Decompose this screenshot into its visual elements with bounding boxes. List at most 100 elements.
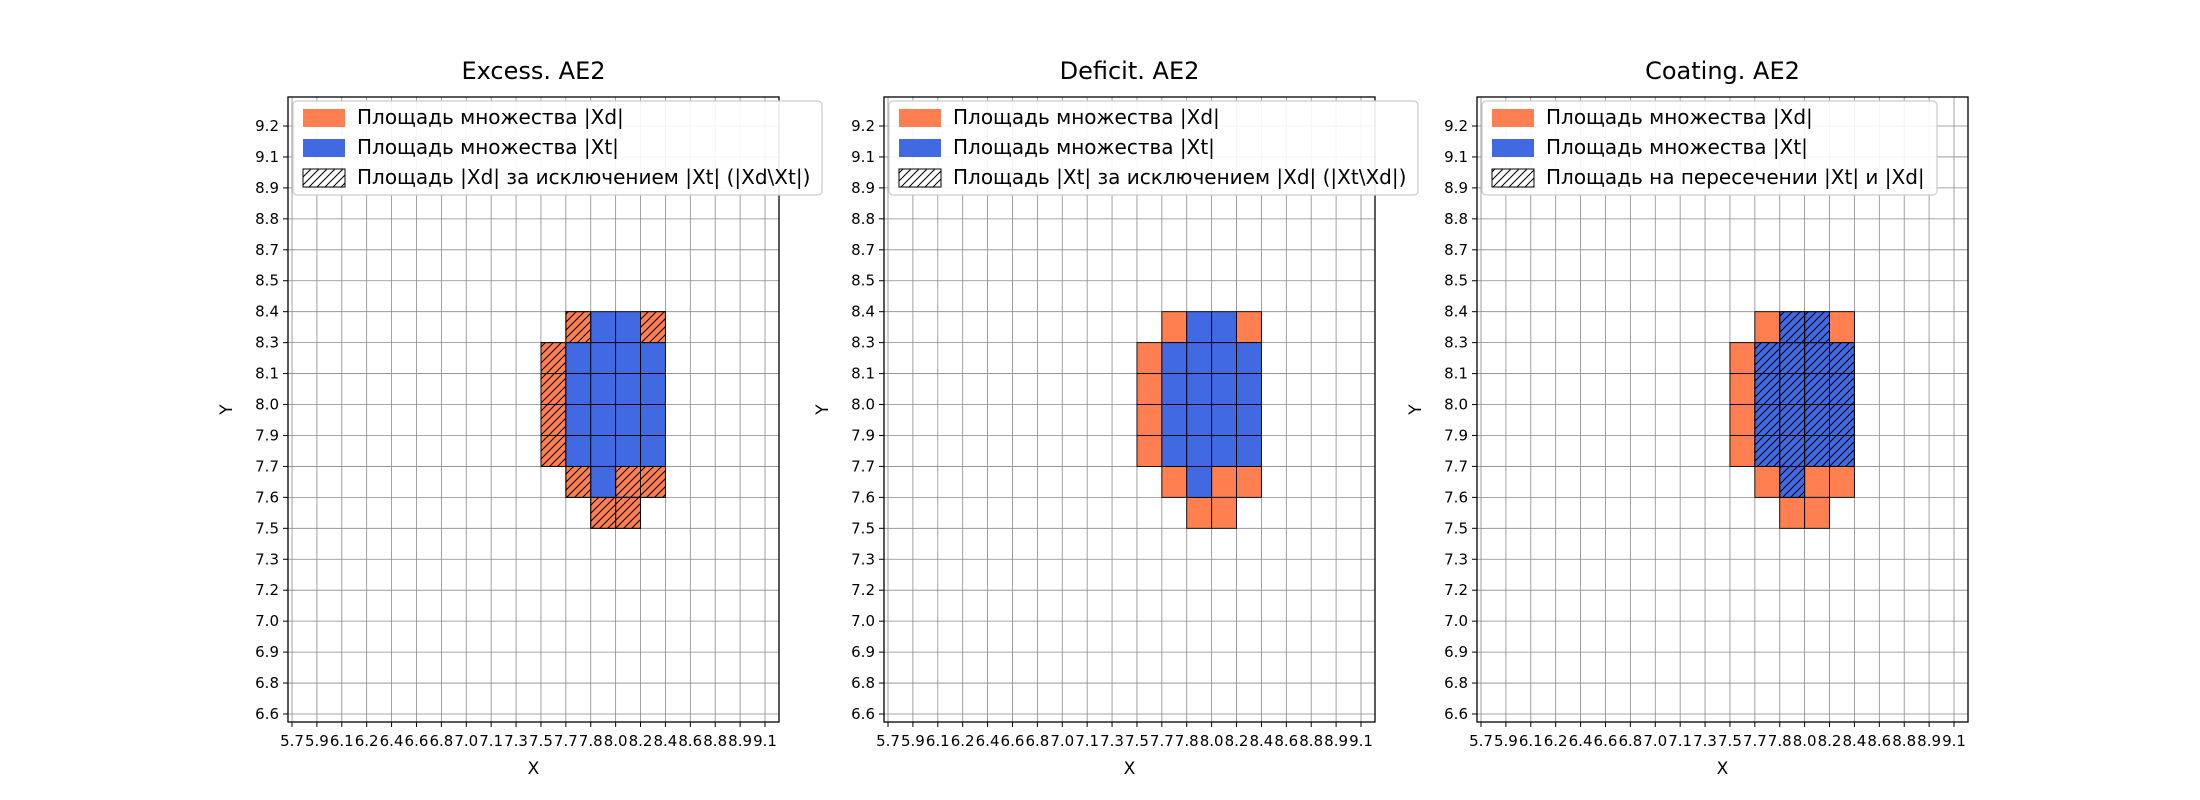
- y-tick-label: 7.5: [255, 519, 279, 537]
- cell-xt: [1236, 435, 1262, 467]
- x-tick-label: 6.2: [951, 732, 975, 750]
- cell-xd: [1754, 465, 1781, 498]
- cell-xd: [1161, 311, 1188, 344]
- y-tick-label: 7.2: [255, 581, 279, 599]
- cell-xt: [590, 465, 617, 498]
- cell-hatch-overlay: [1779, 311, 1806, 344]
- legend: Площадь множества |Xd| Площадь множества …: [1481, 100, 1938, 196]
- y-tick-label: 8.4: [1444, 303, 1468, 321]
- x-tick-label: 9.1: [1942, 732, 1966, 750]
- subplot-title: Coating. AE2: [1645, 57, 1800, 85]
- cell-hatch-overlay: [540, 435, 567, 467]
- y-tick-label: 8.7: [851, 241, 875, 259]
- y-tick-label: 8.7: [1444, 241, 1468, 259]
- cell-hatch-overlay: [1779, 404, 1806, 436]
- cell-hatch-overlay: [565, 465, 592, 498]
- cell-xt: [565, 435, 592, 467]
- cell-xt: [565, 373, 592, 405]
- cell-xt: [1186, 342, 1213, 375]
- cell-hatch-overlay: [1779, 373, 1806, 405]
- y-tick-label: 7.9: [851, 426, 875, 444]
- y-tick-label: 6.8: [255, 674, 279, 692]
- cell-hatch-overlay: [1754, 404, 1781, 436]
- x-tick-label: 8.9: [1324, 732, 1348, 750]
- x-tick-label: 8.9: [1917, 732, 1941, 750]
- cell-xt: [640, 373, 666, 405]
- cell-xt: [1211, 404, 1237, 436]
- cell-hatch-overlay: [640, 465, 666, 498]
- x-tick-label: 6.4: [380, 732, 404, 750]
- y-tick-label: 7.6: [255, 488, 279, 506]
- cell-xt: [1186, 373, 1213, 405]
- legend-swatch-hatch-overlay: [1491, 168, 1535, 188]
- y-tick-label: 6.9: [255, 643, 279, 661]
- cell-hatch-overlay: [1754, 373, 1781, 405]
- cell-xt: [1186, 404, 1213, 436]
- x-tick-label: 7.5: [1718, 732, 1742, 750]
- x-tick-label: 6.1: [926, 732, 950, 750]
- subplot-title: Excess. AE2: [461, 57, 605, 85]
- x-tick-label: 8.6: [1274, 732, 1298, 750]
- y-tick-label: 7.2: [851, 581, 875, 599]
- x-tick-label: 8.2: [1818, 732, 1842, 750]
- y-tick-label: 7.3: [1444, 550, 1468, 568]
- y-tick-label: 7.6: [851, 488, 875, 506]
- x-tick-label: 5.9: [305, 732, 329, 750]
- x-tick-label: 5.7: [876, 732, 900, 750]
- legend-label: Площадь |Xd| за исключением |Xt| (|Xd\Xt…: [357, 165, 810, 189]
- x-tick-label: 6.4: [1569, 732, 1593, 750]
- legend: Площадь множества |Xd| Площадь множества …: [292, 100, 823, 196]
- y-tick-label: 7.2: [1444, 581, 1468, 599]
- cell-hatch-overlay: [1829, 342, 1855, 375]
- x-tick-label: 6.1: [330, 732, 354, 750]
- cell-xd: [1136, 373, 1163, 405]
- x-tick-label: 7.3: [1100, 732, 1124, 750]
- cell-xt: [1211, 311, 1237, 344]
- y-tick-label: 8.9: [255, 179, 279, 197]
- x-tick-label: 8.0: [604, 732, 628, 750]
- cell-hatch-overlay: [1779, 435, 1806, 467]
- y-tick-label: 6.9: [851, 643, 875, 661]
- cell-hatch-overlay: [1829, 404, 1855, 436]
- y-tick-label: 8.8: [851, 210, 875, 228]
- y-tick-label: 8.0: [851, 396, 875, 414]
- y-tick-label: 7.7: [851, 457, 875, 475]
- y-tick-label: 7.6: [1444, 488, 1468, 506]
- cell-xt: [590, 342, 617, 375]
- y-tick-label: 7.3: [255, 550, 279, 568]
- x-axis-label: X: [528, 759, 540, 779]
- legend-label: Площадь множества |Xd|: [357, 105, 624, 129]
- cell-hatch-overlay: [1804, 404, 1830, 436]
- y-axis-label: Y: [813, 404, 833, 416]
- y-tick-label: 6.8: [851, 674, 875, 692]
- cell-hatch-overlay: [1804, 373, 1830, 405]
- cell-hatch-overlay: [1804, 311, 1830, 344]
- y-tick-label: 8.0: [255, 396, 279, 414]
- x-tick-label: 8.8: [703, 732, 727, 750]
- y-tick-label: 9.2: [851, 117, 875, 135]
- x-tick-label: 7.0: [1643, 732, 1667, 750]
- legend-label: Площадь множества |Xd|: [1546, 105, 1813, 129]
- plot-frame: [1476, 96, 1969, 723]
- cell-hatch-overlay: [1804, 435, 1830, 467]
- y-tick-label: 6.6: [1444, 705, 1468, 723]
- x-tick-label: 8.9: [728, 732, 752, 750]
- y-tick-label: 6.8: [1444, 674, 1468, 692]
- x-tick-label: 7.1: [479, 732, 503, 750]
- cell-hatch-overlay: [590, 496, 617, 529]
- subplot-deficit: 5.7 5.9 6.1 6.2 6.4 6.6 6.8 7.0 7.1 7.3 7.5 7.7 7.8 8…: [813, 57, 1419, 779]
- y-tick-label: 6.6: [851, 705, 875, 723]
- legend-box: [292, 100, 823, 196]
- x-tick-label: 5.7: [280, 732, 304, 750]
- legend-label: Площадь на пересечении |Xt| и |Xd|: [1546, 165, 1925, 189]
- x-tick-label: 6.1: [1519, 732, 1543, 750]
- cell-xt: [615, 311, 641, 344]
- cell-xt: [1211, 342, 1237, 375]
- y-tick-label: 9.1: [1444, 148, 1468, 166]
- legend-swatch-xd: [899, 109, 941, 127]
- x-tick-label: 7.5: [529, 732, 553, 750]
- legend-box: [1481, 100, 1938, 196]
- x-tick-label: 8.8: [1892, 732, 1916, 750]
- cell-xt: [640, 404, 666, 436]
- x-tick-label: 8.0: [1200, 732, 1224, 750]
